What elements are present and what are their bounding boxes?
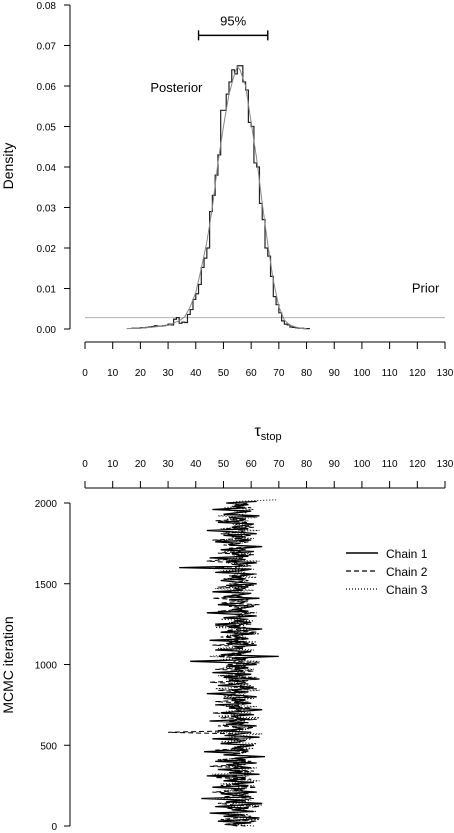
trace-series	[168, 499, 279, 827]
x-tick-label: 120	[409, 459, 426, 470]
x-tick-label: 120	[409, 368, 426, 379]
x-tick-label: 60	[246, 459, 258, 470]
x-tick-label: 10	[107, 459, 119, 470]
density-y-axis-label: Density	[0, 143, 16, 190]
posterior-density-curve	[126, 65, 307, 330]
x-tick-label: 100	[354, 459, 371, 470]
y-tick-label: 0.08	[37, 1, 57, 12]
chain-legend: Chain 1 Chain 2 Chain 3	[346, 547, 428, 597]
trace-chain-2	[168, 502, 260, 827]
prior-label: Prior	[412, 281, 440, 296]
x-tick-label: 90	[329, 459, 341, 470]
legend-label: Chain 2	[386, 565, 428, 579]
legend-label: Chain 1	[386, 547, 428, 561]
x-tick-label: 130	[437, 459, 454, 470]
y-tick-label: 2000	[35, 499, 58, 510]
x-tick-label: 70	[273, 459, 285, 470]
y-tick-label: 0.07	[37, 42, 57, 53]
trace-panel: 0 10 20 30 40 50 60 70 80 90 100 110 120 130 0 500 1000…	[0, 459, 454, 833]
credible-interval-label: 95%	[220, 13, 246, 28]
legend-label: Chain 3	[386, 583, 428, 597]
tau-x-axis-title: τstop	[254, 423, 281, 443]
y-tick-label: 0.03	[37, 204, 57, 215]
x-tick-label: 0	[82, 368, 88, 379]
y-tick-label: 0	[51, 822, 57, 833]
x-tick-label: 50	[218, 368, 230, 379]
x-tick-label: 0	[82, 459, 88, 470]
tau-subscript: stop	[261, 431, 282, 443]
x-tick-label: 50	[218, 459, 230, 470]
y-tick-label: 1000	[35, 661, 58, 672]
x-tick-label: 40	[190, 459, 202, 470]
posterior-label: Posterior	[150, 80, 203, 95]
y-tick-label: 0.04	[37, 163, 57, 174]
iteration-y-axis-label: MCMC iteration	[0, 616, 16, 713]
trace-x-axis: 0 10 20 30 40 50 60 70 80 90 100 110 120 130	[82, 459, 454, 489]
trace-chain-1	[179, 500, 279, 827]
trace-chain-3	[209, 499, 277, 827]
x-tick-label: 30	[163, 459, 175, 470]
iteration-y-axis: 0 500 1000 1500 2000	[35, 499, 71, 833]
x-tick-label: 130	[437, 368, 454, 379]
tau-symbol: τ	[254, 423, 261, 440]
x-tick-label: 40	[190, 368, 202, 379]
tau-x-axis: 0 10 20 30 40 50 60 70 80 90 100 110 120 130	[82, 341, 454, 379]
x-tick-label: 70	[273, 368, 285, 379]
x-tick-label: 90	[329, 368, 341, 379]
x-tick-label: 30	[163, 368, 175, 379]
y-tick-label: 0.06	[37, 82, 57, 93]
y-tick-label: 0.01	[37, 285, 57, 296]
x-tick-label: 10	[107, 368, 119, 379]
x-tick-label: 80	[301, 459, 313, 470]
x-tick-label: 80	[301, 368, 313, 379]
density-y-axis: 0.00 0.01 0.02 0.03 0.04 0.05 0.06 0.07 0.08	[37, 1, 71, 336]
y-tick-label: 500	[40, 741, 57, 752]
y-tick-label: 0.02	[37, 244, 57, 255]
x-tick-label: 100	[354, 368, 371, 379]
x-tick-label: 60	[246, 368, 258, 379]
posterior-histogram	[131, 65, 310, 330]
density-panel: 0.00 0.01 0.02 0.03 0.04 0.05 0.06 0.07 0.08 0 10…	[0, 1, 454, 443]
x-tick-label: 110	[382, 459, 398, 470]
x-tick-label: 110	[382, 368, 398, 379]
x-tick-label: 20	[135, 459, 147, 470]
x-tick-label: 20	[135, 368, 147, 379]
y-tick-label: 1500	[35, 580, 58, 591]
credible-interval-95	[197, 30, 269, 41]
y-tick-label: 0.00	[37, 325, 57, 336]
y-tick-label: 0.05	[37, 123, 57, 134]
